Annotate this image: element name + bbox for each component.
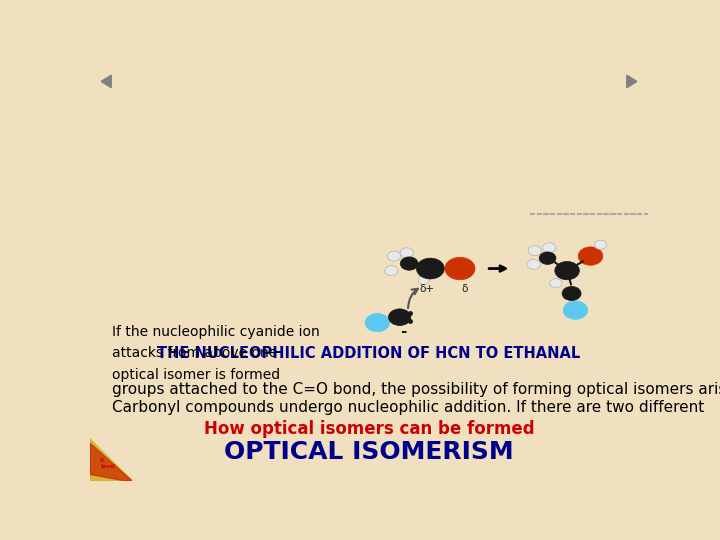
Circle shape: [400, 257, 418, 270]
Text: THE NUCLEOPHILIC ADDITION OF HCN TO ETHANAL: THE NUCLEOPHILIC ADDITION OF HCN TO ETHA…: [158, 346, 580, 361]
Text: δ+: δ+: [420, 284, 435, 294]
Text: Carbonyl compounds undergo nucleophilic addition. If there are two different: Carbonyl compounds undergo nucleophilic …: [112, 400, 705, 415]
Circle shape: [550, 279, 562, 288]
Text: groups attached to the C=O bond, the possibility of forming optical isomers aris: groups attached to the C=O bond, the pos…: [112, 382, 720, 397]
Circle shape: [595, 240, 607, 249]
Text: δ: δ: [462, 284, 467, 294]
Circle shape: [527, 259, 540, 269]
Circle shape: [389, 309, 411, 326]
Polygon shape: [90, 443, 132, 481]
Circle shape: [416, 258, 444, 279]
Text: OPTICAL ISOMERISM: OPTICAL ISOMERISM: [224, 440, 514, 464]
Circle shape: [445, 258, 475, 280]
Circle shape: [563, 301, 588, 319]
Circle shape: [384, 266, 398, 275]
Text: If the nucleophilic cyanide ion
attacks from above one
optical isomer is formed: If the nucleophilic cyanide ion attacks …: [112, 325, 320, 382]
FancyArrowPatch shape: [408, 289, 418, 308]
Circle shape: [555, 261, 580, 280]
Circle shape: [528, 246, 541, 255]
Text: A
level: A level: [100, 458, 115, 469]
Circle shape: [539, 252, 556, 265]
Polygon shape: [627, 75, 637, 87]
Circle shape: [418, 276, 429, 285]
Text: How optical isomers can be formed: How optical isomers can be formed: [204, 420, 534, 437]
Circle shape: [387, 251, 401, 261]
Circle shape: [543, 243, 556, 253]
Circle shape: [578, 247, 603, 265]
Circle shape: [400, 248, 413, 258]
Polygon shape: [101, 75, 111, 87]
Polygon shape: [90, 439, 132, 481]
Circle shape: [562, 286, 581, 301]
Circle shape: [365, 313, 390, 332]
Text: -: -: [400, 324, 407, 339]
